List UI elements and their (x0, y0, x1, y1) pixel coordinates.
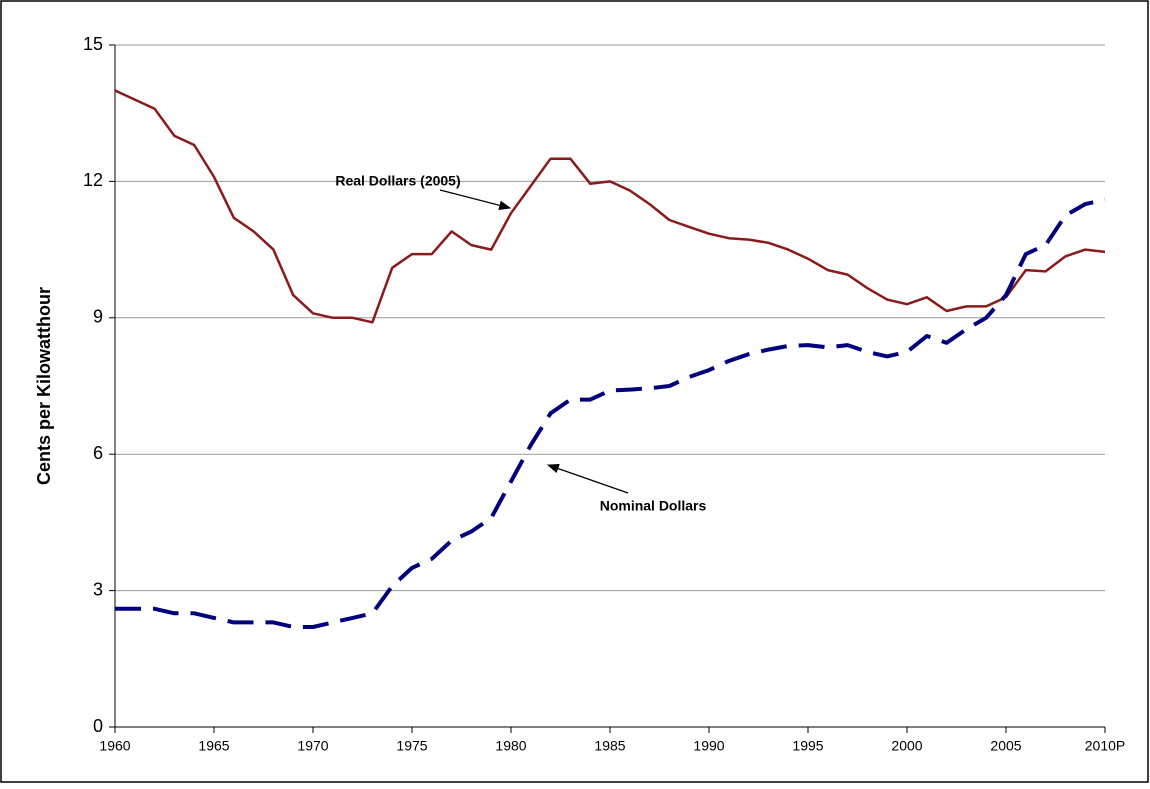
x-tick-label: 2000 (891, 738, 922, 754)
y-axis-label: Cents per Kilowatthour (34, 287, 54, 485)
x-tick-label: 1965 (198, 738, 229, 754)
x-tick-label: 1985 (594, 738, 625, 754)
x-tick-label: 1960 (99, 738, 130, 754)
x-tick-label: 1970 (297, 738, 328, 754)
y-tick-label: 9 (93, 307, 103, 327)
y-tick-label: 6 (93, 443, 103, 463)
x-tick-label: 2005 (990, 738, 1021, 754)
y-tick-label: 12 (83, 170, 103, 190)
y-tick-label: 0 (93, 716, 103, 736)
x-tick-label: 1990 (693, 738, 724, 754)
x-tick-label: 1995 (792, 738, 823, 754)
x-tick-label: 2010P (1085, 738, 1125, 754)
annotation: Real Dollars (2005) (335, 173, 460, 189)
annotation: Nominal Dollars (600, 498, 707, 514)
annotation-arrow (439, 189, 512, 210)
x-tick-label: 1975 (396, 738, 427, 754)
x-tick-label: 1980 (495, 738, 526, 754)
y-tick-label: 15 (83, 34, 103, 54)
series-line (114, 89, 1106, 324)
y-tick-label: 3 (93, 579, 103, 599)
annotation-arrow (546, 464, 629, 494)
series-line (115, 197, 1106, 629)
